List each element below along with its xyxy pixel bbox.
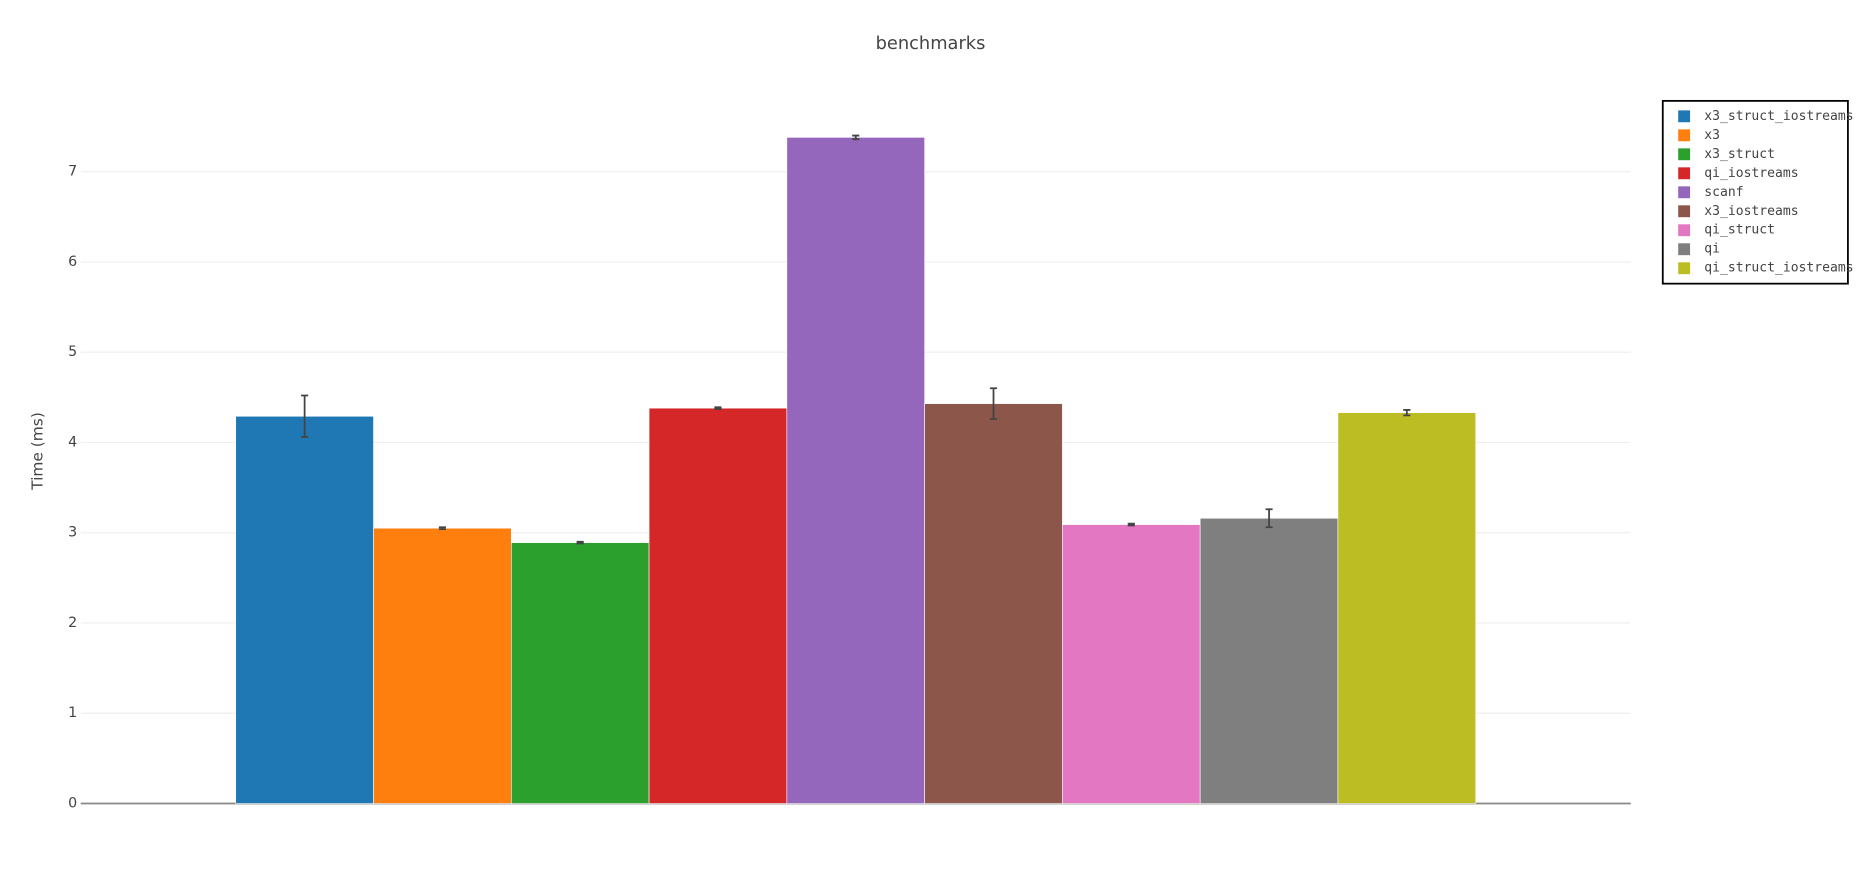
legend-label: qi_struct_iostreams: [1704, 261, 1853, 276]
legend-swatch: [1678, 186, 1691, 199]
error-bar: [576, 540, 584, 545]
bar: [235, 415, 374, 804]
y-tick-label: 5: [68, 344, 77, 360]
bar: [510, 542, 650, 804]
legend-swatch: [1678, 205, 1691, 218]
error-bar: [1127, 522, 1135, 527]
chart-title: benchmarks: [876, 33, 986, 54]
legend-swatch: [1678, 110, 1691, 123]
y-tick-label: 4: [68, 434, 77, 450]
y-axis-label: Time (ms): [29, 412, 47, 491]
legend-label: qi_struct: [1704, 223, 1775, 238]
legend-swatch: [1678, 262, 1691, 275]
legend-box: [1661, 99, 1849, 285]
legend-swatch: [1678, 167, 1691, 180]
error-bar: [1403, 409, 1411, 417]
legend-swatch: [1678, 224, 1691, 237]
legend-label: x3_struct: [1704, 147, 1775, 162]
bar: [373, 527, 512, 804]
legend-label: x3: [1704, 128, 1720, 143]
legend-label: x3_iostreams: [1704, 204, 1798, 219]
error-bar: [301, 394, 309, 438]
legend-label: scanf: [1704, 185, 1743, 200]
bar: [1199, 517, 1339, 804]
y-tick-label: 1: [68, 705, 77, 721]
legend-swatch: [1678, 148, 1691, 161]
y-tick-label: 6: [68, 254, 77, 270]
error-bar: [714, 406, 722, 410]
y-tick-label: 2: [68, 615, 77, 631]
legend-label: qi: [1704, 242, 1720, 257]
y-tick-label: 7: [68, 164, 77, 180]
bar: [1337, 412, 1477, 804]
legend-label: qi_iostreams: [1704, 166, 1798, 181]
legend-label: x3_struct_iostreams: [1704, 109, 1853, 124]
y-tick-label: 3: [68, 525, 77, 541]
legend-swatch: [1678, 243, 1691, 256]
y-tick-label: 0: [68, 795, 77, 811]
error-bar: [989, 387, 998, 420]
legend-swatch: [1678, 129, 1691, 142]
bar: [924, 403, 1063, 804]
error-bar: [438, 526, 446, 530]
error-bar: [852, 134, 860, 141]
bar: [786, 137, 925, 804]
bar: [1062, 524, 1201, 804]
error-bar: [1265, 508, 1273, 529]
bar: [648, 407, 788, 804]
